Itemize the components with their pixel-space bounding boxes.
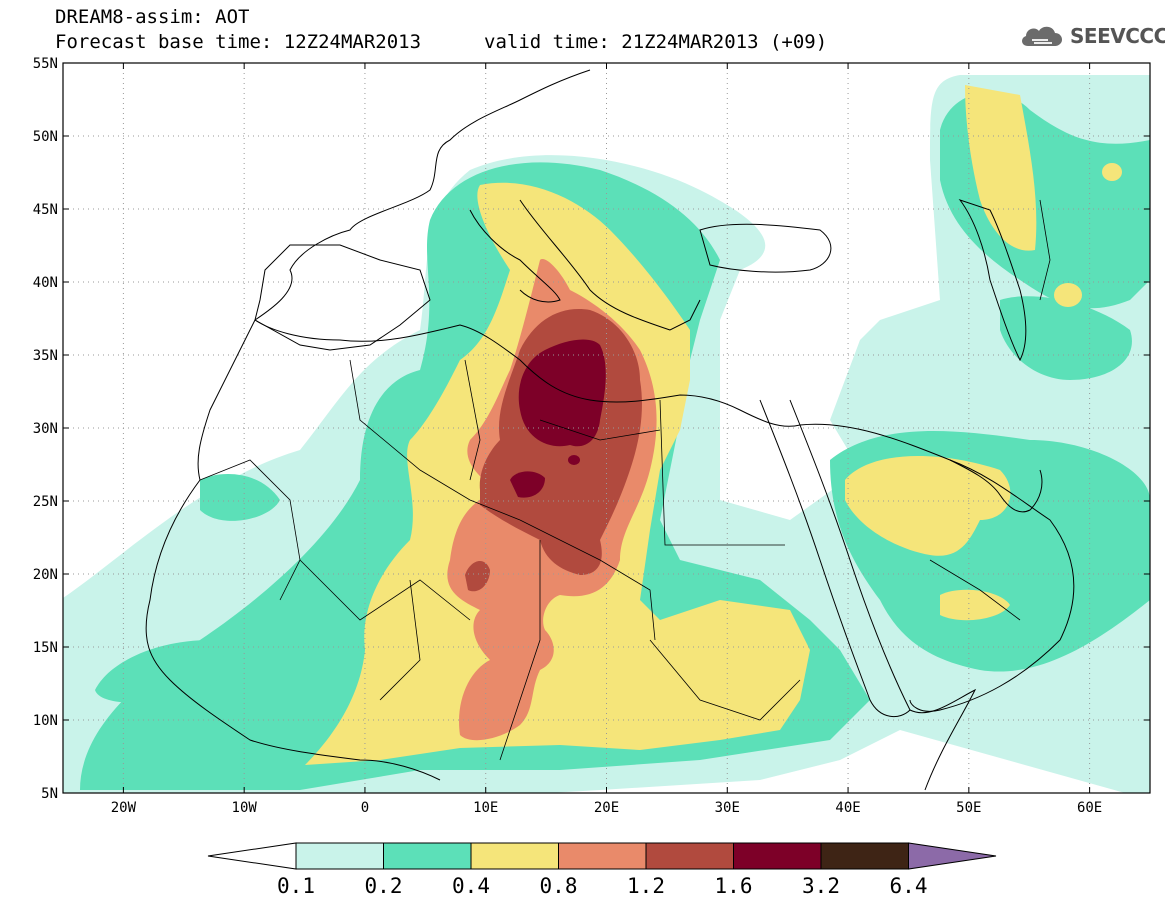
colorbar-label: 0.8 (540, 874, 578, 898)
lat-label: 55N (33, 56, 58, 72)
colorbar-box (470, 842, 559, 870)
map-title: DREAM8-assim: AOT (55, 6, 250, 28)
lat-label: 40N (33, 275, 58, 291)
colorbar-label: 3.2 (802, 874, 840, 898)
cloud-icon (1022, 26, 1063, 46)
lat-label: 45N (33, 202, 58, 218)
colorbar-box (645, 842, 734, 870)
lon-label: 10E (473, 800, 498, 816)
lon-label: 0 (361, 800, 369, 816)
colorbar-box (558, 842, 647, 870)
country-borders (199, 199, 1051, 761)
colorbar-label: 1.6 (715, 874, 753, 898)
forecast-base-time: Forecast base time: 12Z24MAR2013 (55, 31, 422, 53)
colorbar-label: 6.4 (890, 874, 928, 898)
lon-label: 50E (956, 800, 981, 816)
lat-lon-grid (63, 63, 1150, 793)
latitude-axis: 55N 50N 45N 40N 35N 30N 25N 20N 15N 10N 5N (33, 56, 1150, 802)
colorbar-high-triangle (908, 842, 997, 870)
lat-label: 10N (33, 713, 58, 729)
lat-label: 15N (33, 640, 58, 656)
colorbar-box (820, 842, 909, 870)
lat-label: 20N (33, 567, 58, 583)
colorbar-box (733, 842, 822, 870)
logo-text: SEEVCCC (1070, 24, 1165, 48)
lat-label: 35N (33, 348, 58, 364)
colorbar-label: 0.1 (277, 874, 315, 898)
colorbar-label: 0.2 (365, 874, 403, 898)
lon-label: 20W (111, 800, 137, 816)
colorbar-label: 1.2 (627, 874, 665, 898)
lon-label: 40E (835, 800, 860, 816)
lon-label: 30E (715, 800, 740, 816)
valid-time: valid time: 21Z24MAR2013 (+09) (484, 31, 828, 53)
lat-label: 5N (41, 786, 58, 802)
lat-label: 30N (33, 421, 58, 437)
seevccc-logo: SEEVCCC (1018, 22, 1165, 50)
lon-label: 10W (232, 800, 258, 816)
lon-label: 60E (1077, 800, 1102, 816)
lat-label: 50N (33, 129, 58, 145)
aot-field (63, 63, 1150, 793)
lat-label: 25N (33, 494, 58, 510)
colorbar-low-triangle (207, 842, 297, 870)
colorbar-label: 0.4 (452, 874, 490, 898)
colorbar-box (383, 842, 472, 870)
colorbar-box (295, 842, 384, 870)
longitude-axis: 20W 10W 0 10E 20E 30E 40E 50E 60E (111, 63, 1102, 816)
colorbar: 0.1 0.2 0.4 0.8 1.2 1.6 3.2 6.4 (207, 842, 997, 898)
lon-label: 20E (594, 800, 619, 816)
coastlines (145, 69, 1075, 791)
